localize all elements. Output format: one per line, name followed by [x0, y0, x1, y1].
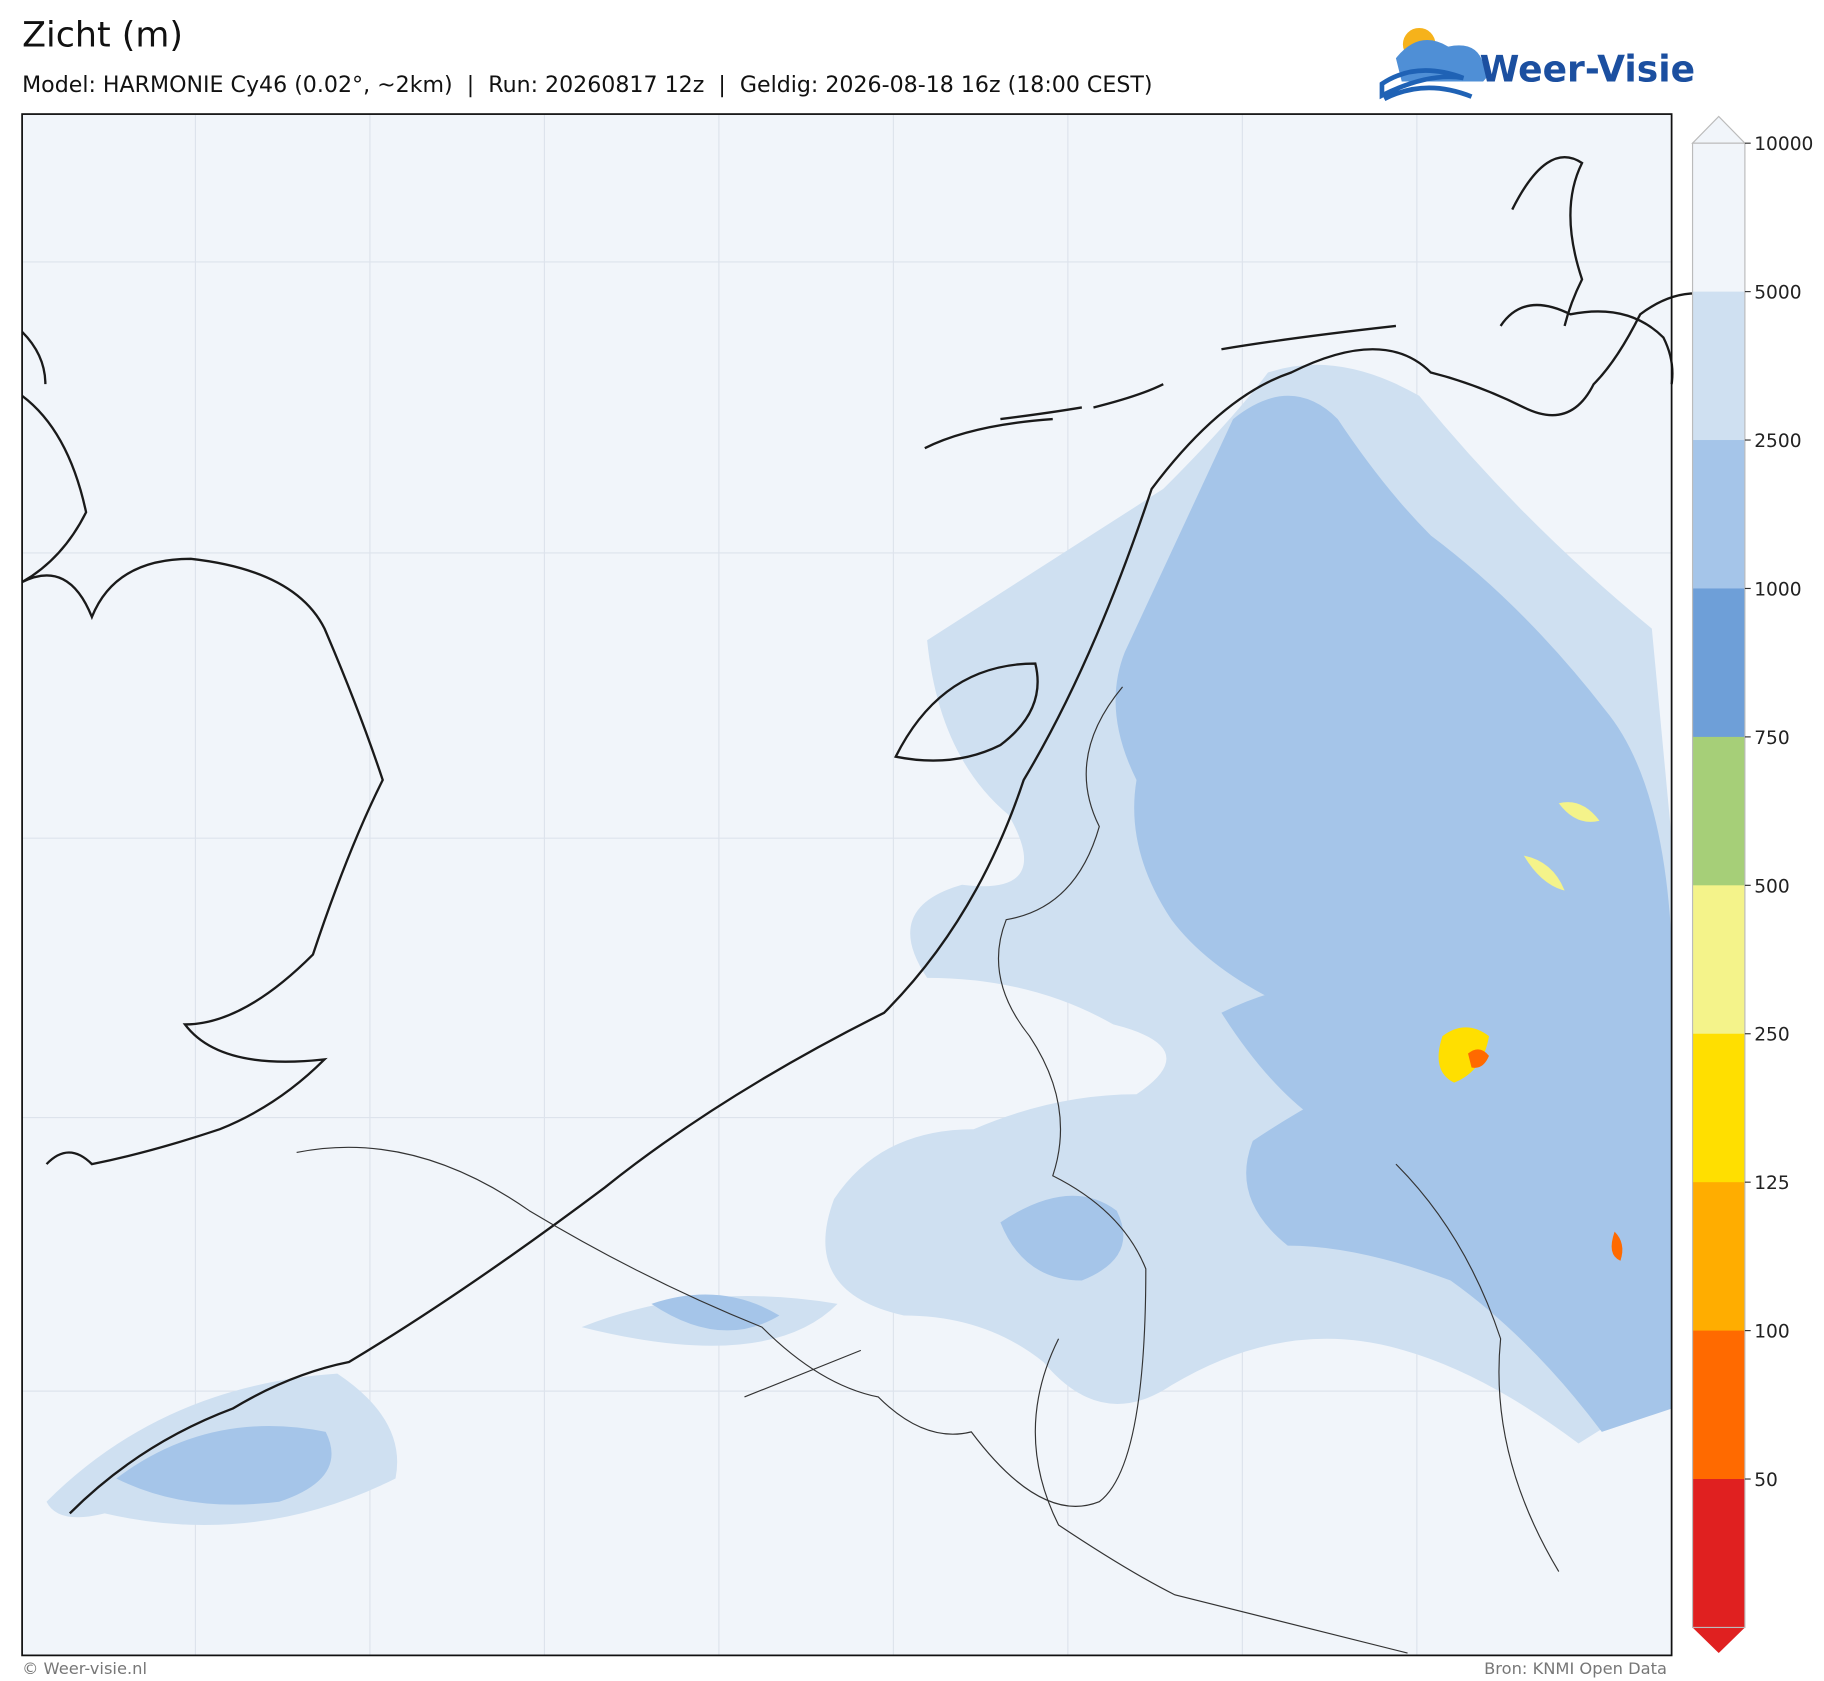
colorbar-tick-label: 750 — [1754, 728, 1790, 749]
colorbar-band — [1692, 1479, 1745, 1629]
map — [21, 113, 1734, 1657]
footer-credit: © Weer-visie.nl — [22, 1659, 147, 1678]
subtitle: Model: HARMONIE Cy46 (0.02°, ~2km) | Run… — [22, 72, 1152, 98]
logo: Weer-Visie — [1379, 27, 1695, 102]
colorbar-tick-label: 50 — [1754, 1470, 1778, 1491]
colorbar-tick-label: 100 — [1754, 1322, 1790, 1343]
colorbar-tick-label: 250 — [1754, 1025, 1790, 1046]
colorbar-band — [1692, 588, 1745, 738]
logo-text: Weer-Visie — [1480, 48, 1695, 90]
colorbar-band — [1692, 1182, 1745, 1332]
colorbar-tick-label: 2500 — [1754, 431, 1801, 452]
visibility-field — [46, 364, 1672, 1526]
borders — [296, 686, 1560, 1654]
colorbar-tick-label: 500 — [1754, 876, 1790, 897]
map-frame — [21, 113, 1673, 1657]
colorbar-tick-label: 5000 — [1754, 283, 1801, 304]
colorbar-tick-label: 10000 — [1754, 134, 1813, 155]
colorbar-band — [1692, 1033, 1745, 1183]
colorbar-band — [1692, 440, 1745, 590]
colorbar-band — [1692, 885, 1745, 1035]
colorbar-band — [1692, 291, 1745, 441]
title: Zicht (m) — [22, 16, 183, 56]
colorbar-tick-label: 125 — [1754, 1173, 1790, 1194]
colorbar-extension-top — [1691, 115, 1747, 144]
colorbar-band — [1692, 1330, 1745, 1480]
footer-source: Bron: KNMI Open Data — [1484, 1659, 1667, 1678]
colorbar-tick-label: 1000 — [1754, 579, 1801, 600]
coastlines — [21, 156, 1734, 1515]
colorbar-band — [1692, 143, 1745, 293]
colorbar: 10000 5000 2500 1000 750 500 250 125 100 50 — [1691, 115, 1813, 1654]
colorbar-extension-bottom — [1692, 1627, 1745, 1654]
colorbar-band — [1692, 736, 1745, 886]
